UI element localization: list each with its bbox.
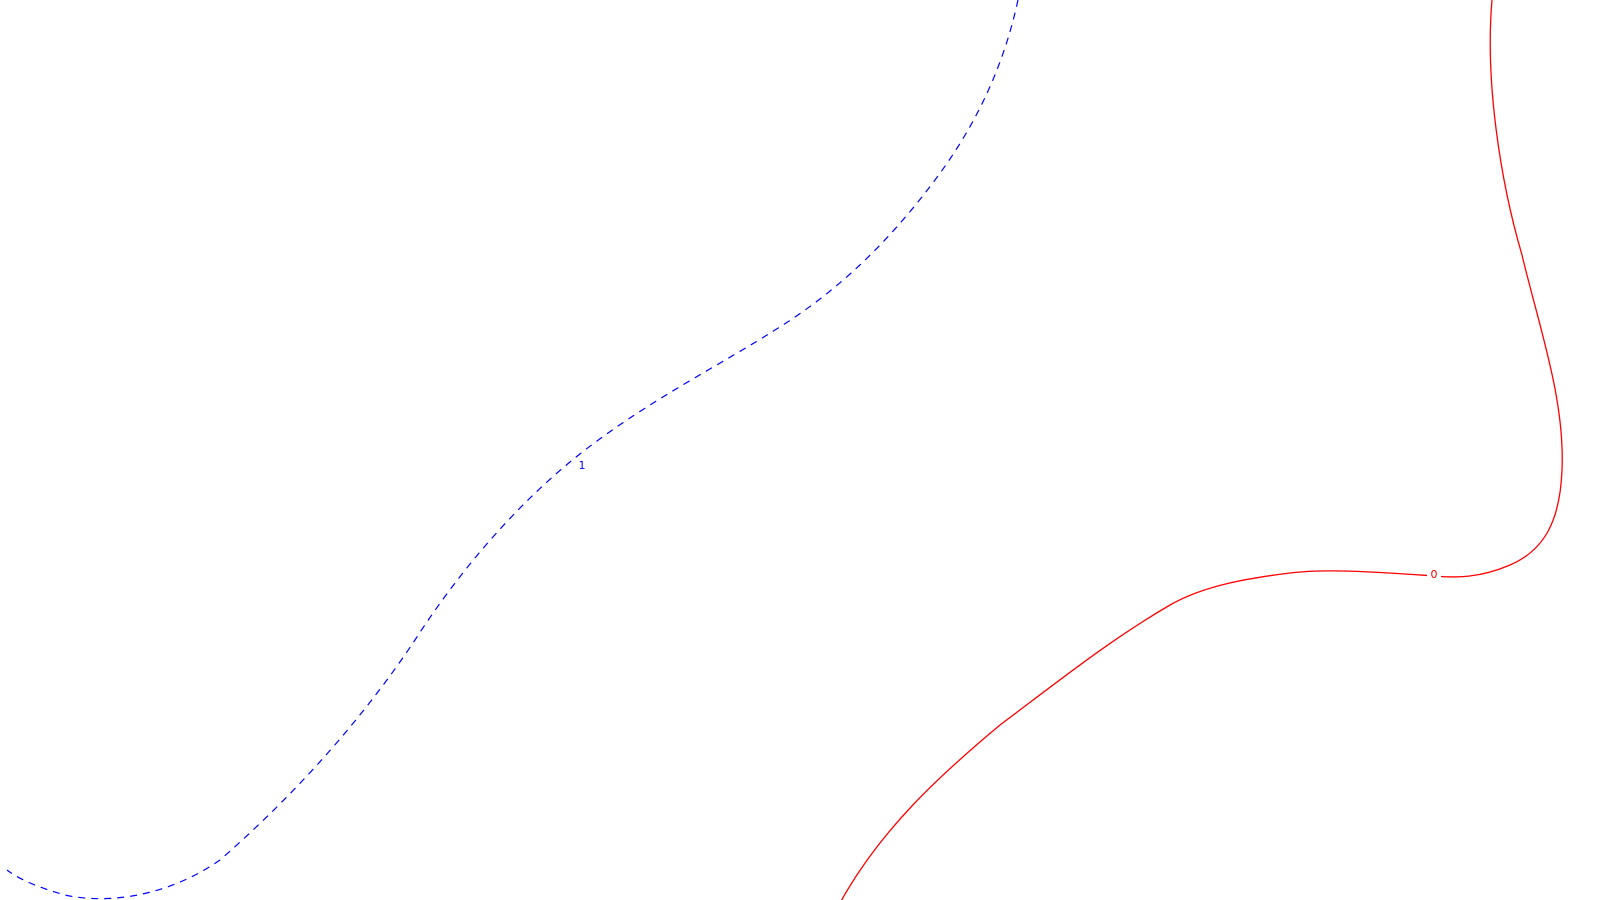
contour-label-1-background — [575, 458, 589, 472]
contour-label-0: 0 — [1431, 568, 1438, 581]
contour-label-0-background — [1427, 567, 1441, 581]
contour-label-1: 1 — [579, 459, 586, 472]
contour-line-1 — [6, 0, 1019, 900]
